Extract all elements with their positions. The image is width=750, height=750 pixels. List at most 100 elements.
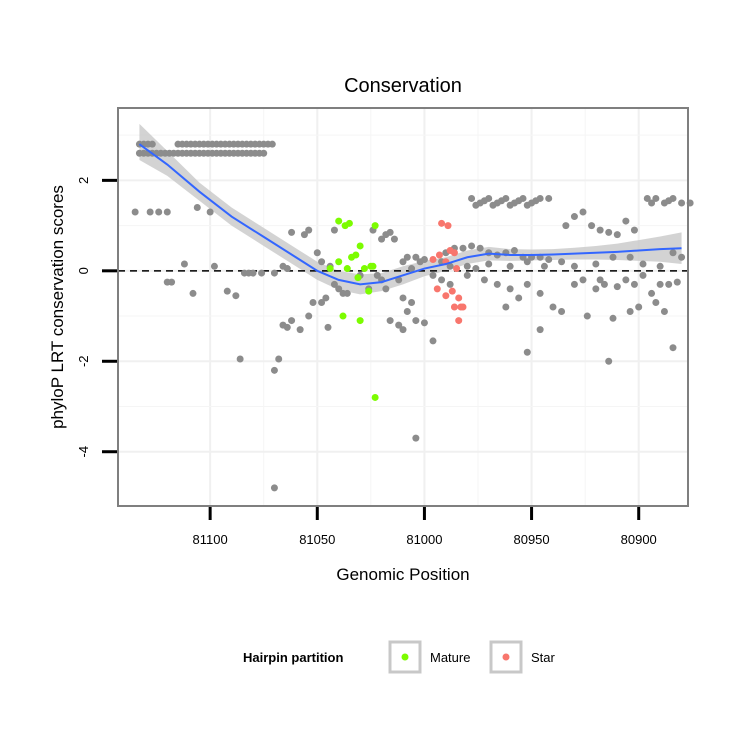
confidence-band-area [139, 123, 682, 295]
point-other [605, 357, 613, 365]
point-other [459, 244, 467, 252]
point-mature [371, 393, 379, 401]
point-other [146, 208, 154, 216]
point-star [435, 251, 443, 259]
point-other [420, 319, 428, 327]
point-other [596, 276, 604, 284]
point-other [155, 208, 163, 216]
point-other [613, 283, 621, 291]
point-other [630, 280, 638, 288]
y-tick-label: 2 [76, 177, 91, 184]
point-star [450, 303, 458, 311]
y-tick-label: 0 [76, 267, 91, 274]
point-other [343, 289, 351, 297]
point-other [324, 323, 332, 331]
point-other [579, 208, 587, 216]
point-mature [345, 219, 353, 227]
point-other [476, 244, 484, 252]
point-other [626, 253, 634, 261]
smooth-trend-line [138, 143, 682, 286]
point-star [444, 222, 452, 230]
point-other [429, 337, 437, 345]
point-other [438, 276, 446, 284]
x-tick-label: 81000 [406, 532, 442, 547]
point-other [515, 197, 523, 205]
point-other [463, 271, 471, 279]
point-mature [365, 287, 373, 295]
point-other [643, 194, 651, 202]
legend-dot-mature [401, 653, 409, 661]
point-other [523, 258, 531, 266]
point-other [523, 348, 531, 356]
point-other [609, 253, 617, 261]
point-other [630, 226, 638, 234]
point-star [438, 219, 446, 227]
point-other [399, 294, 407, 302]
point-other [210, 262, 218, 270]
series-other [131, 140, 694, 492]
point-other [330, 226, 338, 234]
point-star [450, 249, 458, 257]
point-other [330, 280, 338, 288]
point-other [275, 355, 283, 363]
point-mature [354, 274, 362, 282]
point-other [480, 276, 488, 284]
point-other [395, 321, 403, 329]
point-other [258, 269, 266, 277]
point-other [660, 308, 668, 316]
point-other [382, 285, 390, 293]
x-tick-label: 81100 [193, 532, 228, 547]
point-other [468, 194, 476, 202]
point-other [665, 280, 673, 288]
point-other [206, 208, 214, 216]
point-other [309, 298, 317, 306]
point-other [463, 262, 471, 270]
point-other [558, 258, 566, 266]
point-other [609, 314, 617, 322]
point-other [678, 253, 686, 261]
point-other [570, 213, 578, 221]
point-other [403, 308, 411, 316]
point-other [313, 249, 321, 257]
point-star [455, 294, 463, 302]
point-other [502, 303, 510, 311]
point-other [588, 222, 596, 230]
point-star [433, 285, 441, 293]
legend-dot-star [502, 653, 510, 661]
point-other [386, 228, 394, 236]
panel-background [118, 108, 688, 506]
point-other [570, 280, 578, 288]
point-other [673, 278, 681, 286]
point-other [300, 231, 308, 239]
point-other [515, 294, 523, 302]
point-other [480, 197, 488, 205]
point-star [455, 317, 463, 325]
point-mature [356, 317, 364, 325]
point-other [296, 326, 304, 334]
point-other [403, 253, 411, 261]
point-mature [356, 242, 364, 250]
point-other [305, 312, 313, 320]
y-tick-label: -2 [76, 355, 91, 367]
point-other [506, 201, 514, 209]
point-mature [371, 222, 379, 230]
point-other [270, 366, 278, 374]
data-points [131, 140, 694, 492]
point-other [506, 262, 514, 270]
point-other [639, 271, 647, 279]
point-other [429, 271, 437, 279]
point-other [592, 285, 600, 293]
axis-ticks: 81100 81050 81000 80950 80900 2 0 -2 -4 [76, 177, 657, 547]
point-other [622, 217, 630, 225]
point-other [669, 344, 677, 352]
point-other [288, 317, 296, 325]
y-axis-title: phyloP LRT conservation scores [48, 185, 67, 429]
point-other [656, 262, 664, 270]
point-other [412, 317, 420, 325]
point-other [193, 204, 201, 211]
point-other [283, 265, 291, 273]
point-other [592, 260, 600, 268]
y-tick-label: -4 [76, 446, 91, 458]
point-other [626, 308, 634, 316]
